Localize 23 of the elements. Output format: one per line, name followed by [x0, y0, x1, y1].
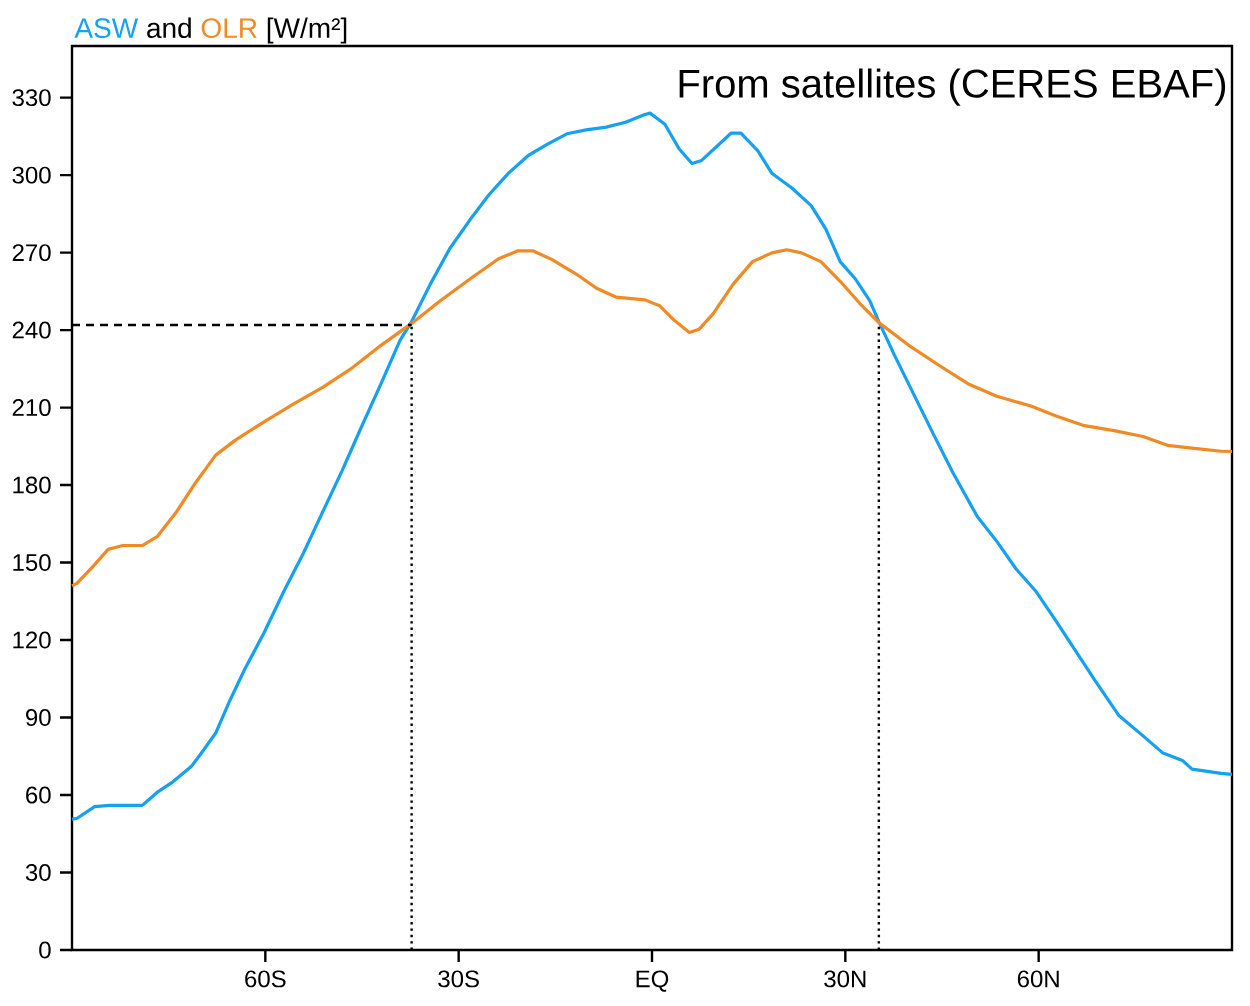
y-tick-label: 180: [13, 476, 51, 494]
y-tick-label: 240: [12, 321, 51, 339]
x-tick-label: 30N: [824, 970, 866, 988]
chart-title: and: [147, 17, 191, 39]
y-tick-label: 60: [26, 786, 51, 804]
x-tick-label: 60S: [245, 970, 286, 988]
x-tick-label: 30S: [438, 970, 479, 988]
y-tick-label: 0: [39, 941, 51, 959]
y-tick-label: 210: [12, 399, 51, 417]
x-tick-label: EQ: [636, 970, 669, 992]
y-axis-title: [W/m²]: [267, 17, 347, 44]
text: ASW: [74, 18, 139, 39]
y-tick-label: 30: [25, 864, 51, 881]
annotation: From satellites (CERES EBAF): [679, 68, 1226, 106]
text: OLR: [201, 18, 257, 39]
y-tick-label: 300: [12, 166, 51, 184]
y-tick-label: 150: [13, 554, 51, 572]
x-tick-label: 60N: [1017, 970, 1059, 988]
y-tick-label: 330: [12, 89, 51, 107]
y-tick-label: 120: [13, 631, 51, 649]
y-tick-label: 90: [26, 709, 51, 727]
y-tick-label: 270: [12, 244, 51, 262]
line-series: [70, 248, 1234, 588]
